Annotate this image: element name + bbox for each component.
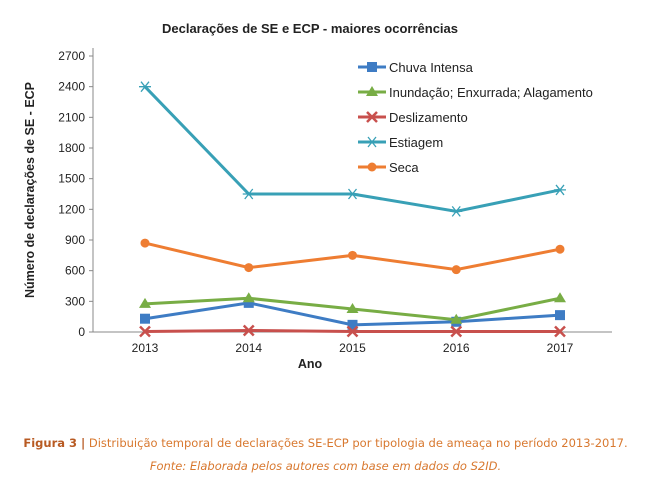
legend-label: Seca (389, 160, 419, 175)
data-point (242, 292, 255, 303)
y-tick-label: 1500 (58, 172, 85, 186)
data-point (450, 325, 463, 338)
x-axis-label: Ano (298, 357, 323, 371)
data-point (347, 319, 358, 330)
legend-item: Inundação; Enxurrada; Alagamento (358, 85, 593, 100)
y-tick-label: 600 (65, 264, 85, 278)
y-tick-label: 1800 (58, 141, 85, 155)
series-line (143, 85, 561, 213)
data-point (139, 297, 151, 308)
legend-label: Chuva Intensa (389, 60, 474, 75)
data-point (139, 325, 151, 338)
x-tick-label: 2014 (235, 341, 262, 355)
legend-marker (366, 86, 378, 96)
legend-item: Deslizamento (358, 110, 468, 125)
legend-label: Inundação; Enxurrada; Alagamento (389, 85, 593, 100)
legend-label: Estiagem (389, 135, 443, 150)
series-inunda-o-enxurrada-alagamento (139, 292, 566, 324)
data-point (450, 313, 463, 324)
x-tick-label: 2015 (339, 341, 366, 355)
data-point (346, 325, 359, 338)
series-seca (140, 238, 565, 275)
x-tick-label: 2017 (547, 341, 574, 355)
y-tick-label: 2700 (58, 49, 85, 63)
y-tick-label: 300 (65, 294, 85, 308)
legend-marker (367, 62, 377, 72)
data-point (554, 184, 566, 196)
legend-item: Seca (358, 160, 419, 175)
data-point (243, 297, 254, 308)
data-point (242, 324, 255, 337)
y-tick-label: 2400 (58, 80, 85, 94)
data-point (348, 250, 357, 260)
data-point (346, 188, 359, 200)
series-estiagem (139, 81, 566, 217)
legend-marker (366, 136, 378, 148)
data-point (242, 188, 255, 200)
data-point (450, 205, 463, 217)
y-tick-label: 0 (78, 325, 85, 339)
figure-caption: Figura 3 | Distribuição temporal de decl… (0, 436, 651, 450)
series-deslizamento (139, 324, 566, 338)
data-point (244, 263, 254, 273)
data-point (139, 81, 151, 93)
data-point (554, 292, 566, 303)
chart-title: Declarações de SE e ECP - maiores ocorrê… (162, 21, 458, 36)
legend-item: Chuva Intensa (358, 60, 474, 75)
y-tick-label: 1200 (58, 202, 85, 216)
x-tick-label: 2013 (132, 341, 159, 355)
series-chuva-intensa (140, 297, 565, 330)
data-point (555, 244, 565, 254)
legend-label: Deslizamento (389, 110, 468, 125)
figure-label: Figura 3 | (23, 436, 86, 450)
caption-text: Distribuição temporal de declarações SE-… (88, 436, 628, 450)
data-point (555, 310, 565, 321)
x-tick-label: 2016 (443, 341, 470, 355)
data-point (346, 303, 359, 313)
y-tick-label: 900 (65, 233, 85, 247)
legend-item: Estiagem (358, 135, 443, 150)
y-axis-label: Número de declarações de SE - ECP (23, 82, 37, 298)
legend-marker (366, 111, 378, 123)
legend-marker (367, 162, 377, 172)
data-point (140, 313, 150, 324)
data-point (554, 325, 566, 338)
data-point (140, 238, 150, 248)
line-chart: Declarações de SE e ECP - maiores ocorrê… (23, 21, 612, 371)
data-point (451, 265, 461, 275)
y-tick-label: 2100 (58, 110, 85, 124)
figure-source: Fonte: Elaborada pelos autores com base … (149, 459, 502, 473)
